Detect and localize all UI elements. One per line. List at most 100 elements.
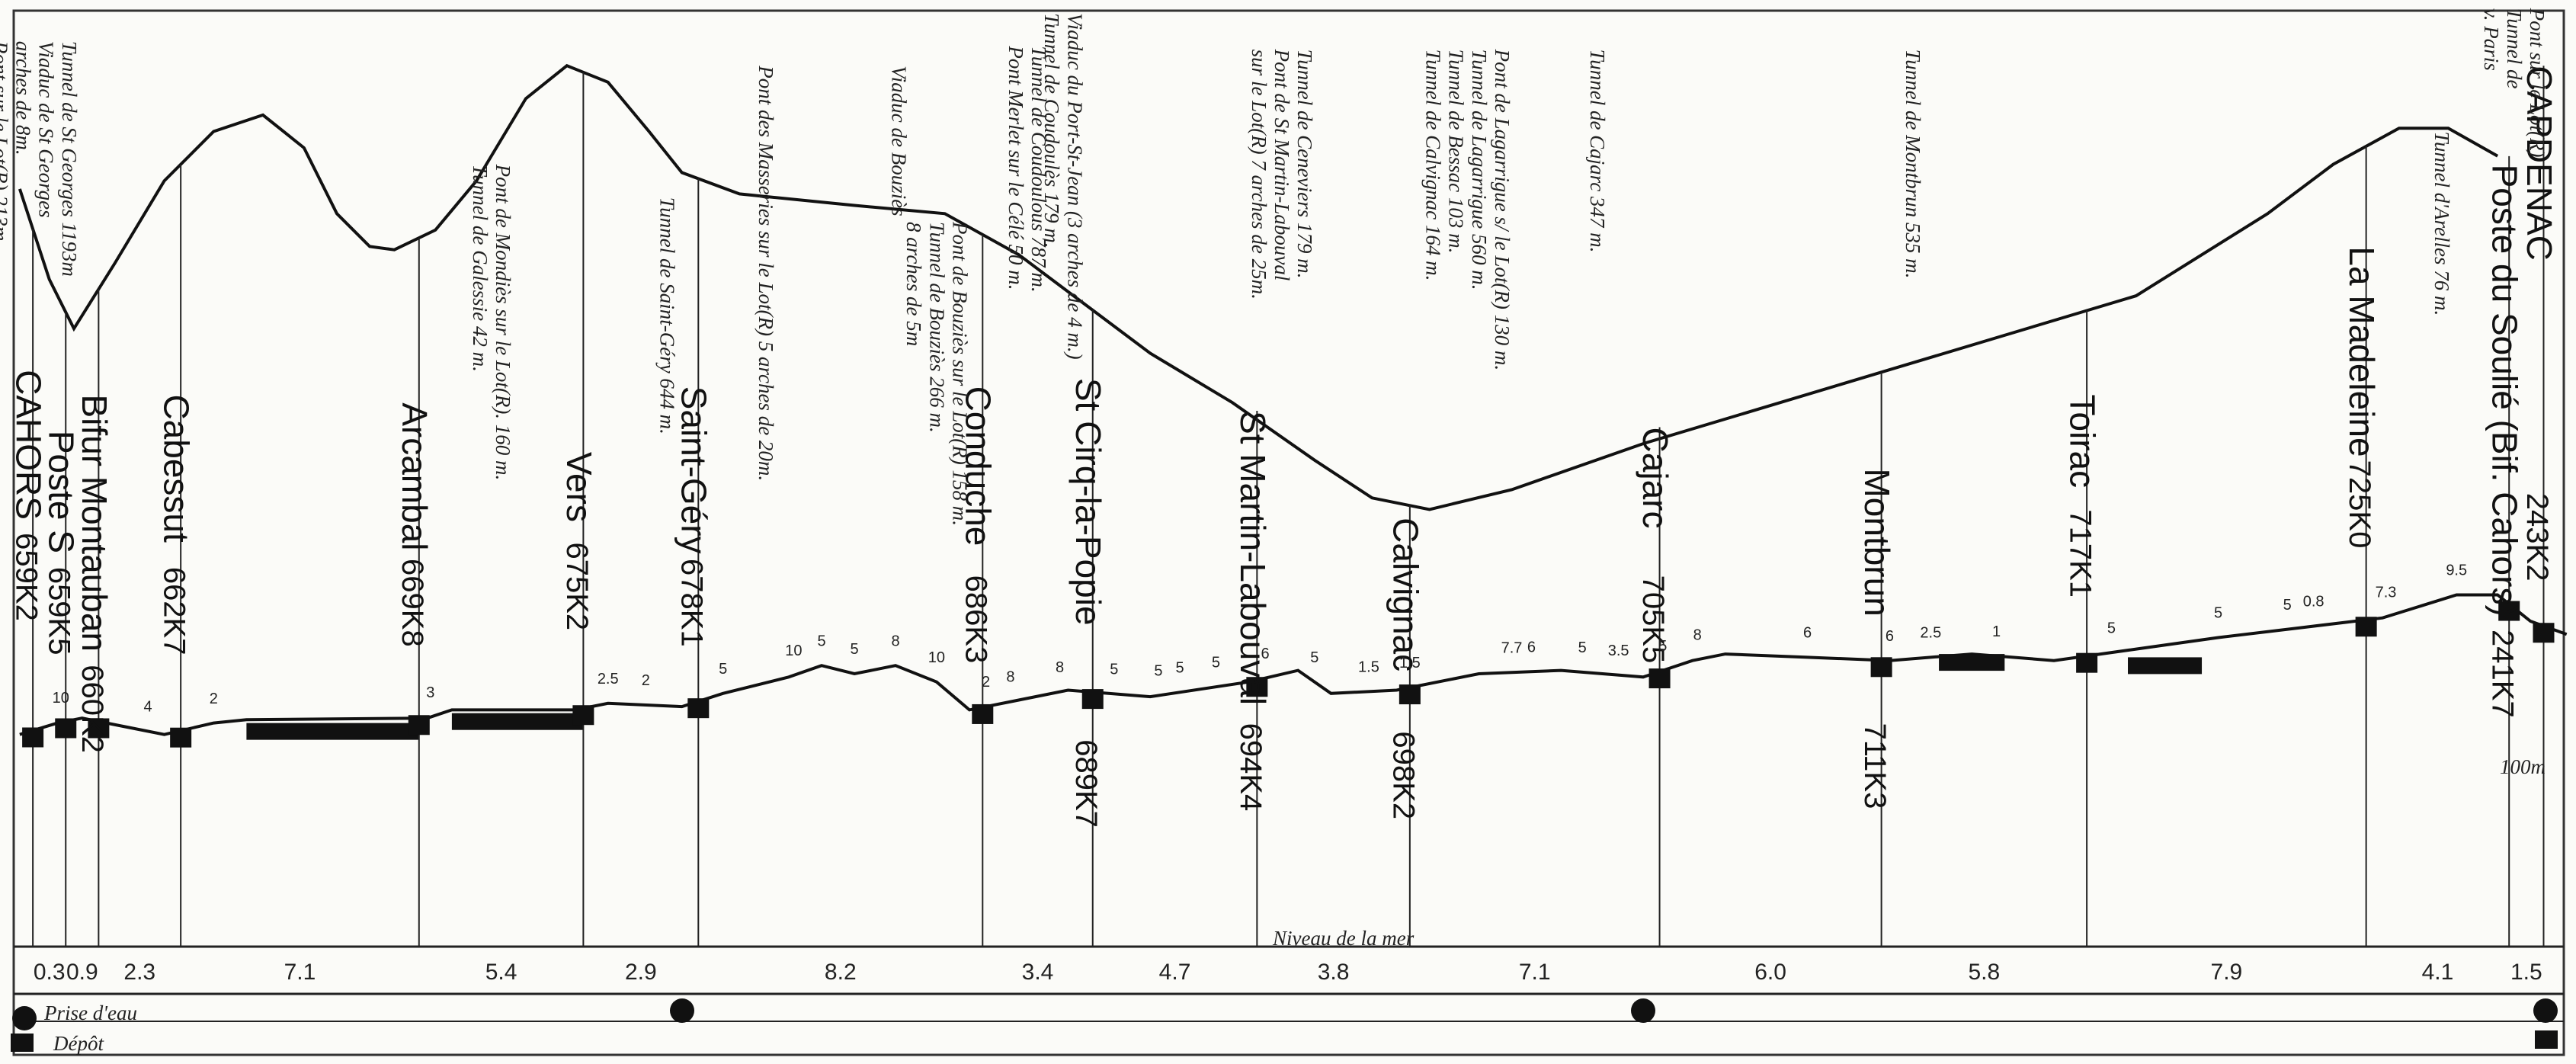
gradient: 8 [891,633,899,649]
gradient: 2 [982,674,990,691]
structure-label: v. Paris [2480,8,2503,71]
station-km: 243K2 [2520,493,2554,582]
structure-label: sur le Lot(R) 7 arches de 25m. [1248,50,1270,300]
structure-label: Tunnel de Lagarrigue 560 m. [1468,50,1491,290]
structure-label: Tunnel d'Arelles 76 m. [2430,131,2453,316]
structure-label: Tunnel de Bessac 103 m. [1445,50,1468,254]
station-km: 659K5 [43,567,76,655]
distance: 7.9 [2211,960,2243,985]
station-name: CAPDENAC [2520,66,2559,261]
structure-label: Pont de Bouziès sur le Lot(R) 158 m. [948,221,971,526]
structure-label: Pont de St Martin-Labouval [1270,49,1293,281]
water-point [670,998,694,1023]
structure-label: Pont sur le Lot(R) 213m. [0,40,11,246]
distance: 8.2 [825,960,857,985]
station-name: Arcambal [395,402,434,550]
station-mark [170,727,192,748]
station-name: Toirac [2063,394,2103,488]
station-km: 659K2 [10,533,43,621]
station-km: 694K4 [1234,723,1267,812]
water-point [1631,998,1655,1023]
level-stretch [451,713,584,730]
gradient: 9.5 [2446,562,2467,579]
station-name: Saint-Géry [674,386,714,554]
legend-water: Prise d'eau [43,1002,137,1024]
gradient: 5 [851,641,859,658]
gradient: 3 [426,684,434,701]
gradient: 5 [1212,654,1220,671]
structure-label: Tunnel de Ceneviers 179 m. [1293,50,1316,279]
gradient: 3.5 [1608,643,1629,659]
station-km: 711K3 [1858,723,1892,809]
station-mark [55,718,77,739]
gradient: 2 [210,691,218,707]
station-name: Poste S [42,431,82,553]
gradient: 5 [1154,663,1162,680]
structure-label: Pont sur le Lot(R) [2526,8,2549,158]
gradient: 10 [785,643,802,659]
structure-label: Tunnel de Cajarc 347 m. [1586,50,1609,253]
structure-label: Pont Merlet sur le Célé 50 m. [1004,45,1027,290]
altitude: 100m [2500,755,2546,778]
structure-label: Pont de Lagarrigue s/ le Lot(R) 130 m. [1491,49,1514,370]
gradient: 1 [1992,623,2001,640]
structure-label: 8 arches de 5m [902,222,925,346]
water-point [2533,998,2558,1023]
structure-label: Pont de Mondiès sur le Lot(R). 160 m. [492,164,514,481]
structure-label: Tunnel de [2503,8,2526,89]
station-name: Conduche [959,386,998,546]
distance: 1.5 [2510,960,2542,985]
station-km: 686K3 [960,575,993,664]
station-name: Cajarc [1636,428,1675,529]
station-km: 241K7 [2486,630,2520,718]
station-mark [2533,623,2555,643]
gradient: 5 [1658,638,1667,655]
gradient: 2 [642,672,650,689]
station-name: Bifur Montauban [75,394,114,652]
distance: 2.3 [123,960,155,985]
level-stretch [246,723,419,740]
station-mark [1399,684,1421,705]
distance: 3.8 [1318,960,1350,985]
station-mark [572,705,594,726]
station-km: 717K1 [2064,509,2097,598]
station-mark [22,727,44,748]
distance: 0.9 [66,960,98,985]
structure-label: Tunnel de Calvignac 164 m. [1421,50,1444,281]
gradient: 5 [1578,639,1587,656]
distance: 2.9 [625,960,657,985]
frame [12,9,2565,1056]
station-mark [1246,677,1268,697]
structure-label: Viaduc de St Georges [35,41,58,218]
station-name: Calvignac [1386,518,1425,671]
station-name: Montbrun [1857,468,1897,616]
station-mark [2076,652,2098,673]
depot-mark [11,1034,34,1052]
station-km: 698K2 [1386,731,1420,819]
structure-label: Tunnel de Bouziès 266 m. [925,222,948,433]
gradient: 1.5 [1358,659,1379,675]
distance: 4.1 [2422,960,2454,985]
distance: 5.8 [1969,960,2001,985]
station-name: Cabessut [157,394,197,543]
water-point [12,1006,37,1030]
structure-label: arches de 8m. [12,41,35,155]
station-mark [972,703,994,724]
gradient: 4 [143,699,152,716]
distance: 5.4 [485,960,517,985]
gradient: 8 [1693,627,1702,644]
level-stretch [1939,654,2005,671]
distance: 7.1 [284,960,316,985]
gradient: 5 [2107,620,2116,636]
gradient: 5 [2283,597,2292,614]
gradient: 6 [1527,639,1536,655]
gradient: 5 [817,633,825,649]
station-km: 660K2 [75,665,109,753]
gradient: 8 [1056,659,1064,676]
station-km: 689K7 [1069,739,1103,828]
structure-label: Tunnel de Coudoulous 787 m. [1027,46,1050,292]
structure-label: Pont des Masseries sur le Lot(R) 5 arche… [755,65,777,481]
structure-label: Viaduc de Bouziès [888,66,911,216]
